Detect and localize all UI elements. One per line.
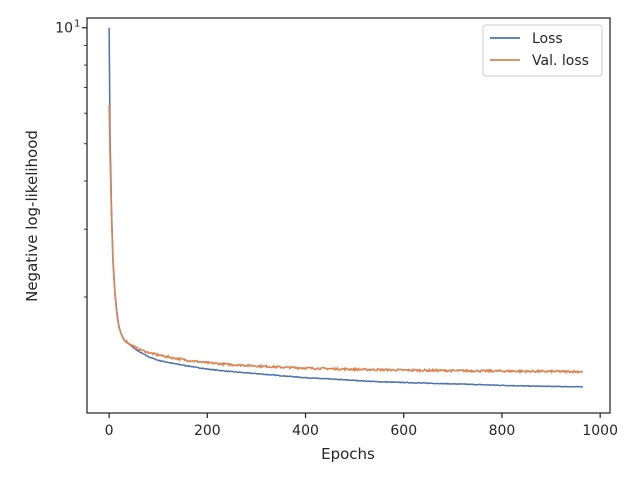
- x-axis-ticks: 0 200 400 600 800 1000: [105, 413, 618, 439]
- y-axis-label: Negative log-likelihood: [23, 130, 41, 302]
- x-tick-label: 1000: [582, 423, 618, 439]
- x-tick-label: 400: [292, 423, 319, 439]
- y-axis-ticks: 10 1: [55, 19, 87, 298]
- x-tick-label: 600: [390, 423, 417, 439]
- legend-label-val-loss: Val. loss: [532, 53, 589, 69]
- x-axis-label: Epochs: [321, 445, 375, 463]
- plot-lines: [108, 27, 584, 388]
- series-line-loss: [108, 27, 584, 388]
- x-tick-label: 0: [105, 423, 114, 439]
- y-tick-label-exponent: 1: [74, 19, 80, 30]
- plot-frame: [86, 17, 611, 414]
- x-tick-label: 800: [489, 423, 516, 439]
- series-line-val-loss: [108, 105, 584, 375]
- legend-label-loss: Loss: [532, 31, 563, 47]
- y-tick-label: 10: [55, 21, 73, 37]
- x-tick-label: 200: [194, 423, 221, 439]
- legend: Loss Val. loss: [482, 24, 603, 77]
